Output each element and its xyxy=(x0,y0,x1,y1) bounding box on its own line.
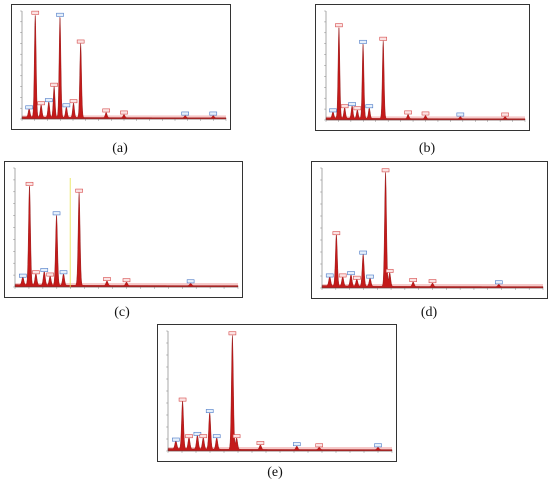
spectrum-plot-d xyxy=(320,167,544,290)
spectrum-area xyxy=(14,186,239,288)
spectrum-area xyxy=(321,172,544,289)
peak-marker xyxy=(56,12,64,17)
peak-marker xyxy=(256,441,265,445)
peak-marker xyxy=(315,443,323,448)
peak-marker xyxy=(181,111,189,116)
peak-marker xyxy=(359,250,367,255)
peak-marker xyxy=(347,271,355,276)
peak-marker xyxy=(76,39,85,44)
spectrum-frame-d xyxy=(311,161,548,299)
spectrum-frame-e xyxy=(157,324,397,462)
peak-marker xyxy=(329,108,337,113)
caption-d: (d) xyxy=(420,305,438,320)
peak-marker xyxy=(40,268,49,272)
caption-e: (e) xyxy=(267,465,283,480)
spectrum-plot-c xyxy=(13,167,239,289)
peak-marker xyxy=(359,39,367,44)
peak-marker xyxy=(19,273,27,278)
peak-marker xyxy=(44,98,53,103)
peak-marker xyxy=(293,442,301,447)
peak-marker xyxy=(348,102,356,107)
peak-marker xyxy=(122,278,131,283)
peak-marker xyxy=(32,270,40,275)
peak-marker xyxy=(193,431,202,436)
peak-marker xyxy=(52,211,61,216)
spectrum-area xyxy=(21,15,227,120)
peak-marker xyxy=(172,437,180,442)
peak-marker xyxy=(228,331,237,336)
spectrum-frame-c xyxy=(4,161,243,298)
peak-marker xyxy=(365,104,374,109)
peak-marker xyxy=(205,409,214,413)
axes xyxy=(21,11,226,120)
peak-marker xyxy=(31,10,40,15)
spectrum-plot-b xyxy=(324,10,526,122)
peak-marker xyxy=(75,188,83,193)
peak-marker xyxy=(325,273,334,278)
peak-marker xyxy=(495,280,503,285)
spectrum-plot-e xyxy=(166,330,393,453)
spectrum-plot-a xyxy=(20,10,227,121)
peak-marker xyxy=(103,277,111,281)
peak-marker xyxy=(25,181,34,186)
peak-marker xyxy=(332,231,341,236)
peak-marker xyxy=(338,273,347,278)
peak-marker xyxy=(178,397,187,402)
peak-marker xyxy=(46,272,54,277)
peak-marker xyxy=(59,270,68,275)
peak-marker xyxy=(353,106,362,111)
axes xyxy=(167,331,392,452)
caption-c: (c) xyxy=(114,305,130,320)
baseline-band xyxy=(168,447,392,451)
peak-marker xyxy=(25,105,33,110)
peak-marker xyxy=(37,101,45,106)
caption-a: (a) xyxy=(112,141,128,156)
peak-marker xyxy=(62,103,71,108)
peak-marker xyxy=(366,274,374,279)
peak-marker xyxy=(50,82,58,87)
peak-marker xyxy=(212,434,221,439)
caption-b: (b) xyxy=(418,141,436,156)
peak-marker xyxy=(209,111,218,116)
peak-marker xyxy=(186,279,195,284)
spectrum-frame-a xyxy=(11,4,231,130)
peak-marker xyxy=(340,104,349,109)
peak-marker xyxy=(374,443,382,448)
peak-marker xyxy=(456,112,465,117)
spectrum-area xyxy=(167,335,393,452)
peak-marker xyxy=(381,168,390,173)
spectrum-area xyxy=(325,27,526,121)
peak-marker xyxy=(428,279,437,284)
peak-marker xyxy=(404,110,412,115)
peak-marker xyxy=(185,434,193,439)
peak-marker xyxy=(353,275,361,280)
peak-marker xyxy=(232,434,241,439)
peak-marker xyxy=(120,110,128,115)
peak-marker xyxy=(501,112,509,117)
peak-marker xyxy=(379,36,388,41)
peak-marker xyxy=(335,23,343,28)
axes xyxy=(14,168,238,288)
peak-marker xyxy=(421,111,430,116)
axes xyxy=(321,168,543,289)
peak-marker xyxy=(102,108,110,113)
peak-marker xyxy=(69,99,78,104)
peak-marker xyxy=(409,278,417,282)
axes xyxy=(325,11,525,121)
peak-marker xyxy=(199,434,208,439)
peak-marker xyxy=(385,268,394,273)
spectrum-frame-b xyxy=(315,4,530,131)
